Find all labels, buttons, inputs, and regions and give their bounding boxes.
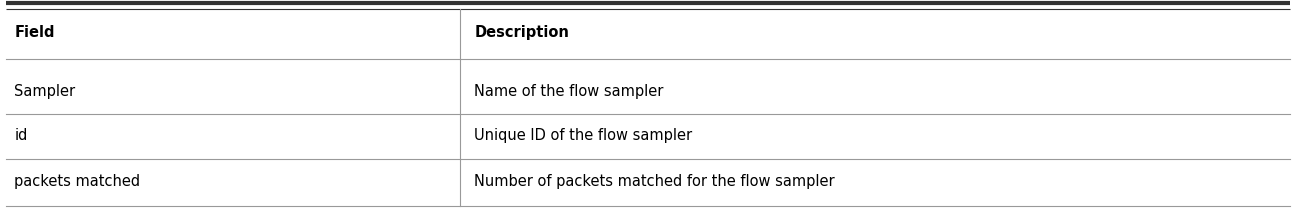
Text: Field: Field [14,25,54,40]
Text: packets matched: packets matched [14,174,140,189]
Text: Number of packets matched for the flow sampler: Number of packets matched for the flow s… [474,174,835,189]
Text: Sampler: Sampler [14,84,75,99]
Text: Unique ID of the flow sampler: Unique ID of the flow sampler [474,128,692,143]
Text: Name of the flow sampler: Name of the flow sampler [474,84,664,99]
Text: Description: Description [474,25,569,40]
Text: id: id [14,128,27,143]
